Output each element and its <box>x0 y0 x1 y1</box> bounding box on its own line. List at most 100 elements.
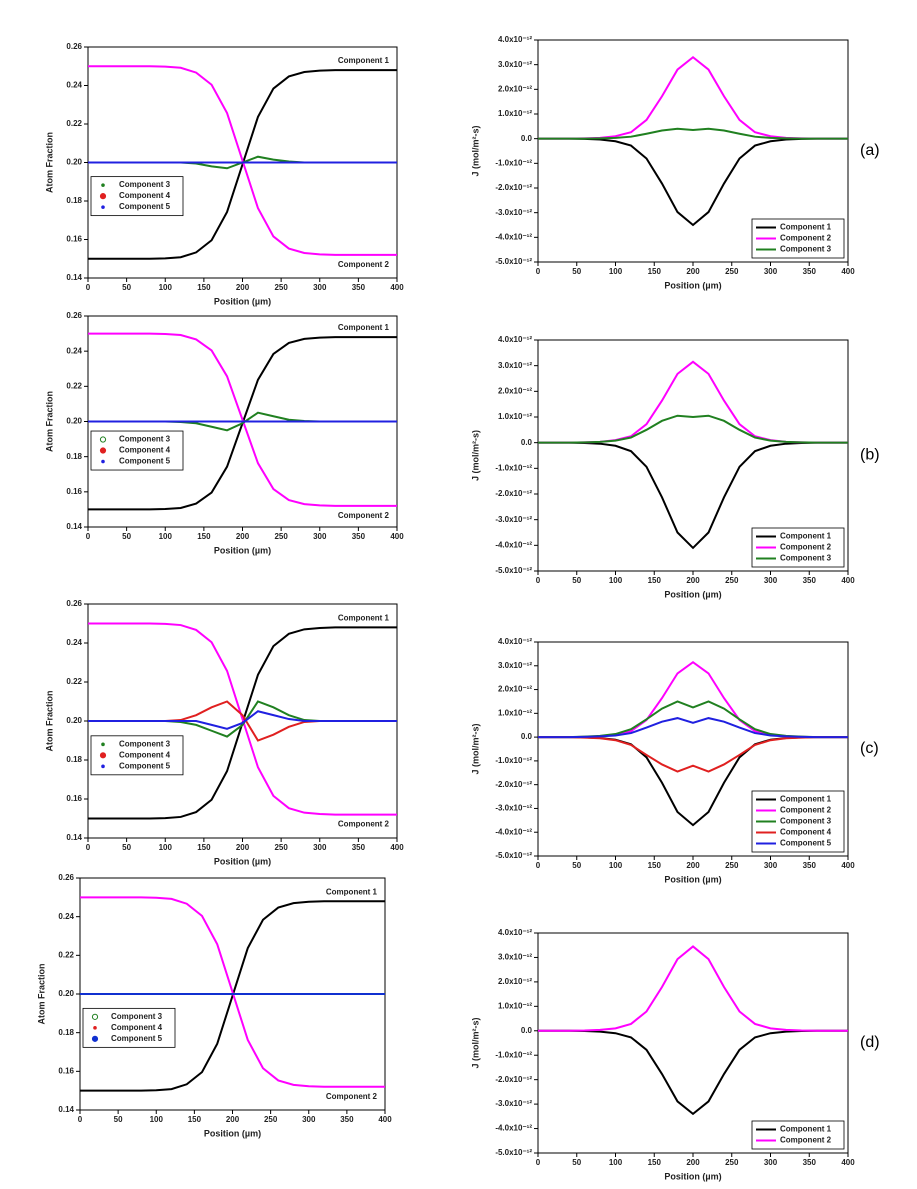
y-tick-label: 4.0x10⁻¹² <box>498 928 532 937</box>
x-tick-label: 150 <box>197 843 211 852</box>
chart: 0.14 0.16 0.18 0.20 0.22 0.24 0.26 0 50 100 150 200… <box>44 599 404 866</box>
x-axis-label: Position (µm) <box>664 874 721 884</box>
y-tick-label: 0.16 <box>66 235 82 244</box>
x-tick-label: 100 <box>159 843 173 852</box>
x-tick-label: 150 <box>648 1158 662 1167</box>
series-line <box>538 945 848 1032</box>
y-tick-label: 2.0x10⁻¹² <box>498 685 532 694</box>
x-tick-label: 200 <box>236 532 250 541</box>
legend-box <box>90 176 184 217</box>
x-tick-label: 300 <box>764 267 778 276</box>
x-tick-label: 200 <box>686 1158 700 1167</box>
x-tick-label: 200 <box>226 1115 240 1124</box>
panel-label: (d) <box>860 1034 880 1051</box>
chart: 0.14 0.16 0.18 0.20 0.22 0.24 0.26 0 50 100 150 200… <box>36 873 392 1138</box>
y-tick-label: -4.0x10⁻¹² <box>495 540 532 549</box>
x-tick-label: 300 <box>302 1115 316 1124</box>
legend-label: Component 4 <box>119 191 171 200</box>
legend-label: Component 3 <box>119 180 171 189</box>
series-label: Component 2 <box>338 260 390 269</box>
series-line <box>538 127 848 140</box>
y-tick-label: 0.26 <box>66 599 82 608</box>
y-tick-label: -1.0x10⁻¹² <box>495 463 532 472</box>
x-tick-label: 250 <box>274 283 288 292</box>
y-axis-label: J (mol/m²-s) <box>470 125 480 176</box>
x-tick-label: 350 <box>352 532 366 541</box>
x-tick-label: 200 <box>686 267 700 276</box>
y-tick-label: 4.0x10⁻¹² <box>498 35 532 44</box>
y-axis-label: J (mol/m²-s) <box>470 430 480 481</box>
legend-label: Component 2 <box>780 543 832 552</box>
x-tick-label: 100 <box>609 1158 623 1167</box>
x-tick-label: 350 <box>803 267 817 276</box>
y-tick-label: -4.0x10⁻¹² <box>495 232 532 241</box>
x-tick-label: 100 <box>609 861 623 870</box>
x-tick-label: 250 <box>725 861 739 870</box>
chart: -5.0x10⁻¹² -4.0x10⁻¹² -3.0x10⁻¹² -2.0x10⁻¹²… <box>470 35 879 290</box>
y-tick-label: -3.0x10⁻¹² <box>495 208 532 217</box>
series-line <box>538 360 848 444</box>
x-axis-label: Position (µm) <box>214 856 271 866</box>
y-tick-label: 0.18 <box>66 196 82 205</box>
legend-label: Component 5 <box>119 202 171 211</box>
x-tick-label: 400 <box>841 267 855 276</box>
x-tick-label: 400 <box>841 861 855 870</box>
legend-label: Component 1 <box>780 223 832 232</box>
legend-label: Component 1 <box>780 1125 832 1134</box>
y-tick-label: -5.0x10⁻¹² <box>495 566 532 575</box>
legend-label: Component 1 <box>780 795 832 804</box>
series-line <box>88 622 397 816</box>
y-tick-label: 1.0x10⁻¹² <box>498 708 532 717</box>
x-tick-label: 250 <box>725 1158 739 1167</box>
x-tick-label: 350 <box>803 1158 817 1167</box>
y-tick-label: 0.18 <box>58 1028 74 1037</box>
plot-frame <box>537 932 849 1154</box>
legend-label: Component 2 <box>780 234 832 243</box>
series-label: Component 2 <box>326 1092 378 1101</box>
x-tick-label: 50 <box>572 267 581 276</box>
x-tick-label: 100 <box>609 576 623 585</box>
x-tick-label: 400 <box>841 576 855 585</box>
x-tick-label: 50 <box>122 532 131 541</box>
x-tick-label: 200 <box>236 843 250 852</box>
legend-marker <box>101 459 105 464</box>
x-tick-label: 50 <box>114 1115 123 1124</box>
x-tick-label: 300 <box>764 1158 778 1167</box>
series-line <box>88 332 397 507</box>
y-tick-label: 2.0x10⁻¹² <box>498 84 532 93</box>
x-tick-label: 350 <box>803 861 817 870</box>
y-axis-label: Atom Fraction <box>36 963 46 1024</box>
series-line <box>538 414 848 444</box>
x-tick-label: 350 <box>352 843 366 852</box>
series-line <box>88 65 397 256</box>
y-tick-label: 0.0 <box>521 732 533 741</box>
y-tick-label: -2.0x10⁻¹² <box>495 780 532 789</box>
y-tick-label: 0.16 <box>66 487 82 496</box>
legend-label: Component 5 <box>111 1034 163 1043</box>
y-tick-label: 0.24 <box>58 912 74 921</box>
legend-label: Component 3 <box>119 739 171 748</box>
y-tick-label: 2.0x10⁻¹² <box>498 977 532 986</box>
legend-label: Component 4 <box>119 446 171 455</box>
legend-label: Component 2 <box>780 806 832 815</box>
x-axis-label: Position (µm) <box>664 280 721 290</box>
y-tick-label: 0.20 <box>66 417 82 426</box>
y-tick-label: 3.0x10⁻¹² <box>498 361 532 370</box>
y-tick-label: -5.0x10⁻¹² <box>495 257 532 266</box>
x-tick-label: 200 <box>236 283 250 292</box>
x-tick-label: 100 <box>159 283 173 292</box>
series-label: Component 1 <box>326 887 378 896</box>
x-tick-label: 250 <box>725 267 739 276</box>
series-line <box>538 736 848 773</box>
panel-label: (a) <box>860 142 880 159</box>
chart: -5.0x10⁻¹² -4.0x10⁻¹² -3.0x10⁻¹² -2.0x10⁻¹²… <box>470 928 879 1181</box>
x-tick-label: 400 <box>390 843 404 852</box>
legend-marker <box>101 205 105 209</box>
x-tick-label: 300 <box>313 532 327 541</box>
x-tick-label: 250 <box>274 843 288 852</box>
series-label: Component 1 <box>338 56 390 65</box>
legend-label: Component 3 <box>780 817 832 826</box>
series-line <box>538 55 848 140</box>
x-tick-label: 350 <box>340 1115 354 1124</box>
y-tick-label: 3.0x10⁻¹² <box>498 661 532 670</box>
